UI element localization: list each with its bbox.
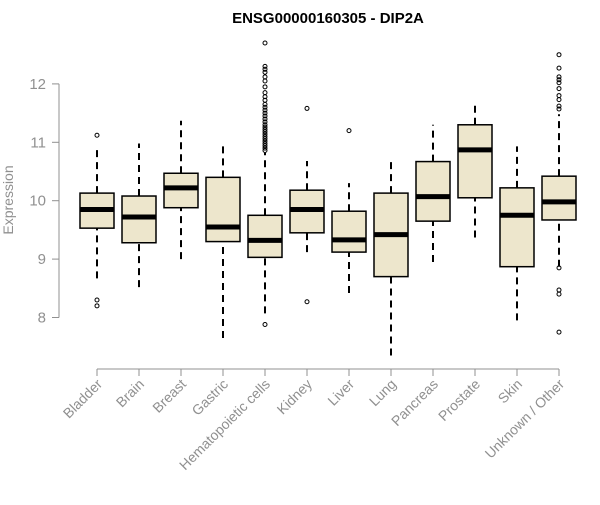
outlier-point xyxy=(262,66,268,72)
outlier-point xyxy=(262,40,268,46)
outlier-point xyxy=(262,107,268,113)
outlier-point xyxy=(556,106,562,112)
box-group xyxy=(247,40,283,328)
outlier-point xyxy=(262,129,268,135)
box-group xyxy=(79,132,115,309)
outlier-point xyxy=(262,101,268,107)
outlier-point xyxy=(262,143,268,149)
y-tick-label: 8 xyxy=(38,310,46,327)
iqr-box xyxy=(331,210,367,253)
iqr-box xyxy=(457,124,493,199)
box-group xyxy=(499,146,535,321)
box-group xyxy=(121,143,157,288)
iqr-box xyxy=(499,187,535,268)
outlier-point xyxy=(556,77,562,83)
x-tick-label: Breast xyxy=(149,376,189,416)
outlier-point xyxy=(556,287,562,293)
x-tick-label: Lung xyxy=(366,376,399,409)
outlier-point xyxy=(262,133,268,139)
outlier-point xyxy=(262,113,268,119)
chart-title: ENSG00000160305 - DIP2A xyxy=(232,10,424,27)
outlier-point xyxy=(556,97,562,103)
x-tick-label: Brain xyxy=(113,376,147,410)
outlier-point xyxy=(262,122,268,128)
outlier-point xyxy=(262,90,268,96)
outlier-point xyxy=(262,74,268,80)
iqr-box xyxy=(247,214,283,259)
outlier-point xyxy=(262,104,268,110)
outlier-point xyxy=(262,78,268,84)
outlier-point xyxy=(262,63,268,69)
x-tick-label: Unknown / Other xyxy=(482,376,568,462)
outlier-point xyxy=(556,265,562,271)
x-tick-label: Liver xyxy=(324,376,357,409)
box-group xyxy=(205,146,241,338)
outlier-point xyxy=(556,86,562,92)
outlier-point xyxy=(304,105,310,111)
outlier-point xyxy=(556,329,562,335)
outlier-point xyxy=(556,93,562,99)
y-tick-label: 10 xyxy=(29,193,46,210)
box-group xyxy=(289,105,325,305)
outlier-point xyxy=(262,110,268,116)
outlier-point xyxy=(262,147,268,153)
outlier-point xyxy=(346,128,352,134)
outlier-point xyxy=(556,103,562,109)
outlier-point xyxy=(262,124,268,130)
outlier-point xyxy=(556,52,562,58)
outlier-point xyxy=(262,138,268,144)
outlier-point xyxy=(304,299,310,305)
iqr-box xyxy=(163,172,199,209)
iqr-box xyxy=(541,175,577,221)
y-tick-label: 9 xyxy=(38,251,46,268)
box-group xyxy=(163,120,199,260)
y-axis-label: Expression xyxy=(0,165,16,234)
outlier-point xyxy=(262,131,268,137)
x-tick-label: Skin xyxy=(495,376,526,407)
outlier-point xyxy=(556,80,562,86)
outlier-point xyxy=(262,69,268,75)
box-group xyxy=(457,104,493,238)
x-tick-label: Kidney xyxy=(274,376,316,418)
outlier-point xyxy=(262,322,268,328)
box-group xyxy=(415,124,451,263)
outlier-point xyxy=(262,145,268,151)
outlier-point xyxy=(262,119,268,125)
y-tick-label: 11 xyxy=(30,134,46,151)
outlier-point xyxy=(262,140,268,146)
outlier-point xyxy=(556,65,562,71)
y-tick-label: 12 xyxy=(29,76,46,93)
iqr-box xyxy=(415,160,451,222)
iqr-box xyxy=(205,176,241,243)
box-series xyxy=(79,40,577,356)
outlier-point xyxy=(94,132,100,138)
box-group xyxy=(541,52,577,335)
box-group xyxy=(331,128,367,293)
x-tick-label: Prostate xyxy=(435,376,483,424)
outlier-point xyxy=(262,84,268,90)
x-tick-label: Pancreas xyxy=(388,376,441,429)
outlier-point xyxy=(262,126,268,132)
box-group xyxy=(373,160,409,356)
outlier-point xyxy=(94,297,100,303)
outlier-point xyxy=(94,303,100,309)
outlier-point xyxy=(556,291,562,297)
outlier-point xyxy=(262,116,268,122)
y-axis: 8 9 10 11 12 xyxy=(29,76,60,327)
outlier-point xyxy=(262,136,268,142)
x-tick-label: Bladder xyxy=(60,376,106,422)
outlier-point xyxy=(556,74,562,80)
